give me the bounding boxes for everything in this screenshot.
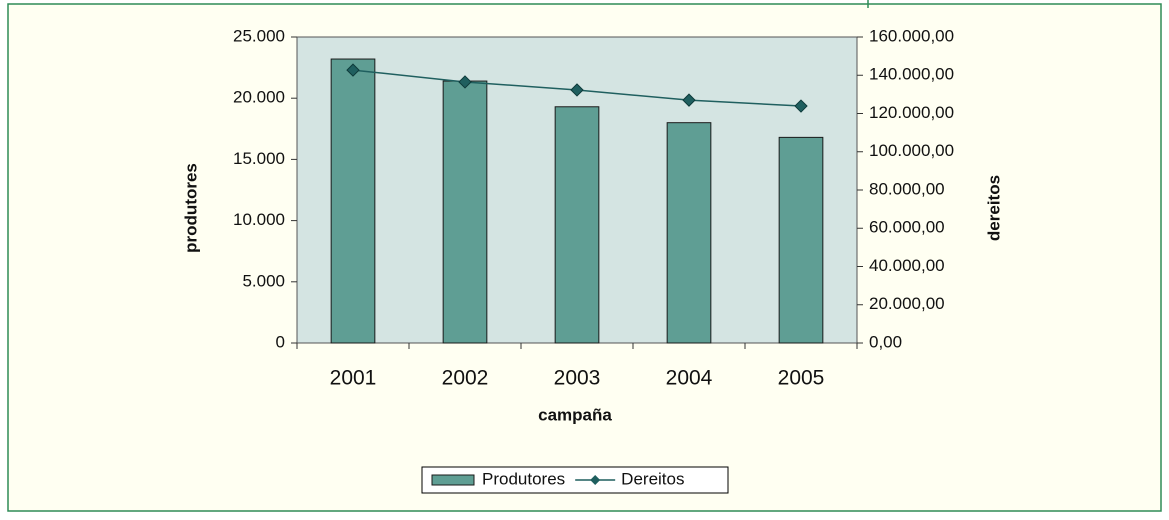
legend-label: Dereitos xyxy=(621,469,684,488)
marker xyxy=(458,75,472,89)
x-tick-label: 2005 xyxy=(778,367,825,390)
y-axis-label: produtores xyxy=(181,163,200,253)
y2-tick-label: 160.000,00 xyxy=(869,26,954,45)
legend-label: Produtores xyxy=(482,469,565,488)
y-tick-label: 20.000 xyxy=(233,88,285,107)
y-tick-label: 25.000 xyxy=(233,26,285,45)
bar xyxy=(778,136,824,344)
y-tick-label: 10.000 xyxy=(233,210,285,229)
y2-tick-label: 100.000,00 xyxy=(869,141,954,160)
y-tick-label: 15.000 xyxy=(233,149,285,168)
bar xyxy=(554,106,600,344)
marker xyxy=(794,99,808,113)
y-tick-label: 5.000 xyxy=(242,271,285,290)
y-tick-label: 0 xyxy=(276,332,285,351)
x-axis-label: campaña xyxy=(538,405,612,424)
y2-tick-label: 80.000,00 xyxy=(869,179,945,198)
marker xyxy=(570,83,584,97)
x-tick-label: 2001 xyxy=(330,367,377,390)
marker xyxy=(346,63,360,77)
legend-swatch xyxy=(431,474,475,486)
y2-tick-label: 60.000,00 xyxy=(869,218,945,237)
marker xyxy=(682,93,696,107)
x-tick-label: 2003 xyxy=(554,367,601,390)
bar xyxy=(666,122,712,344)
y2-axis-label: dereitos xyxy=(984,175,1003,241)
legend-marker xyxy=(590,475,601,485)
y2-tick-label: 140.000,00 xyxy=(869,65,954,84)
bar xyxy=(442,80,488,344)
bar xyxy=(330,58,376,344)
x-tick-label: 2004 xyxy=(666,367,713,390)
y2-tick-label: 20.000,00 xyxy=(869,294,945,313)
x-tick-label: 2002 xyxy=(442,367,489,390)
y2-tick-label: 120.000,00 xyxy=(869,103,954,122)
y2-tick-label: 0,00 xyxy=(869,332,902,351)
y2-tick-label: 40.000,00 xyxy=(869,256,945,275)
